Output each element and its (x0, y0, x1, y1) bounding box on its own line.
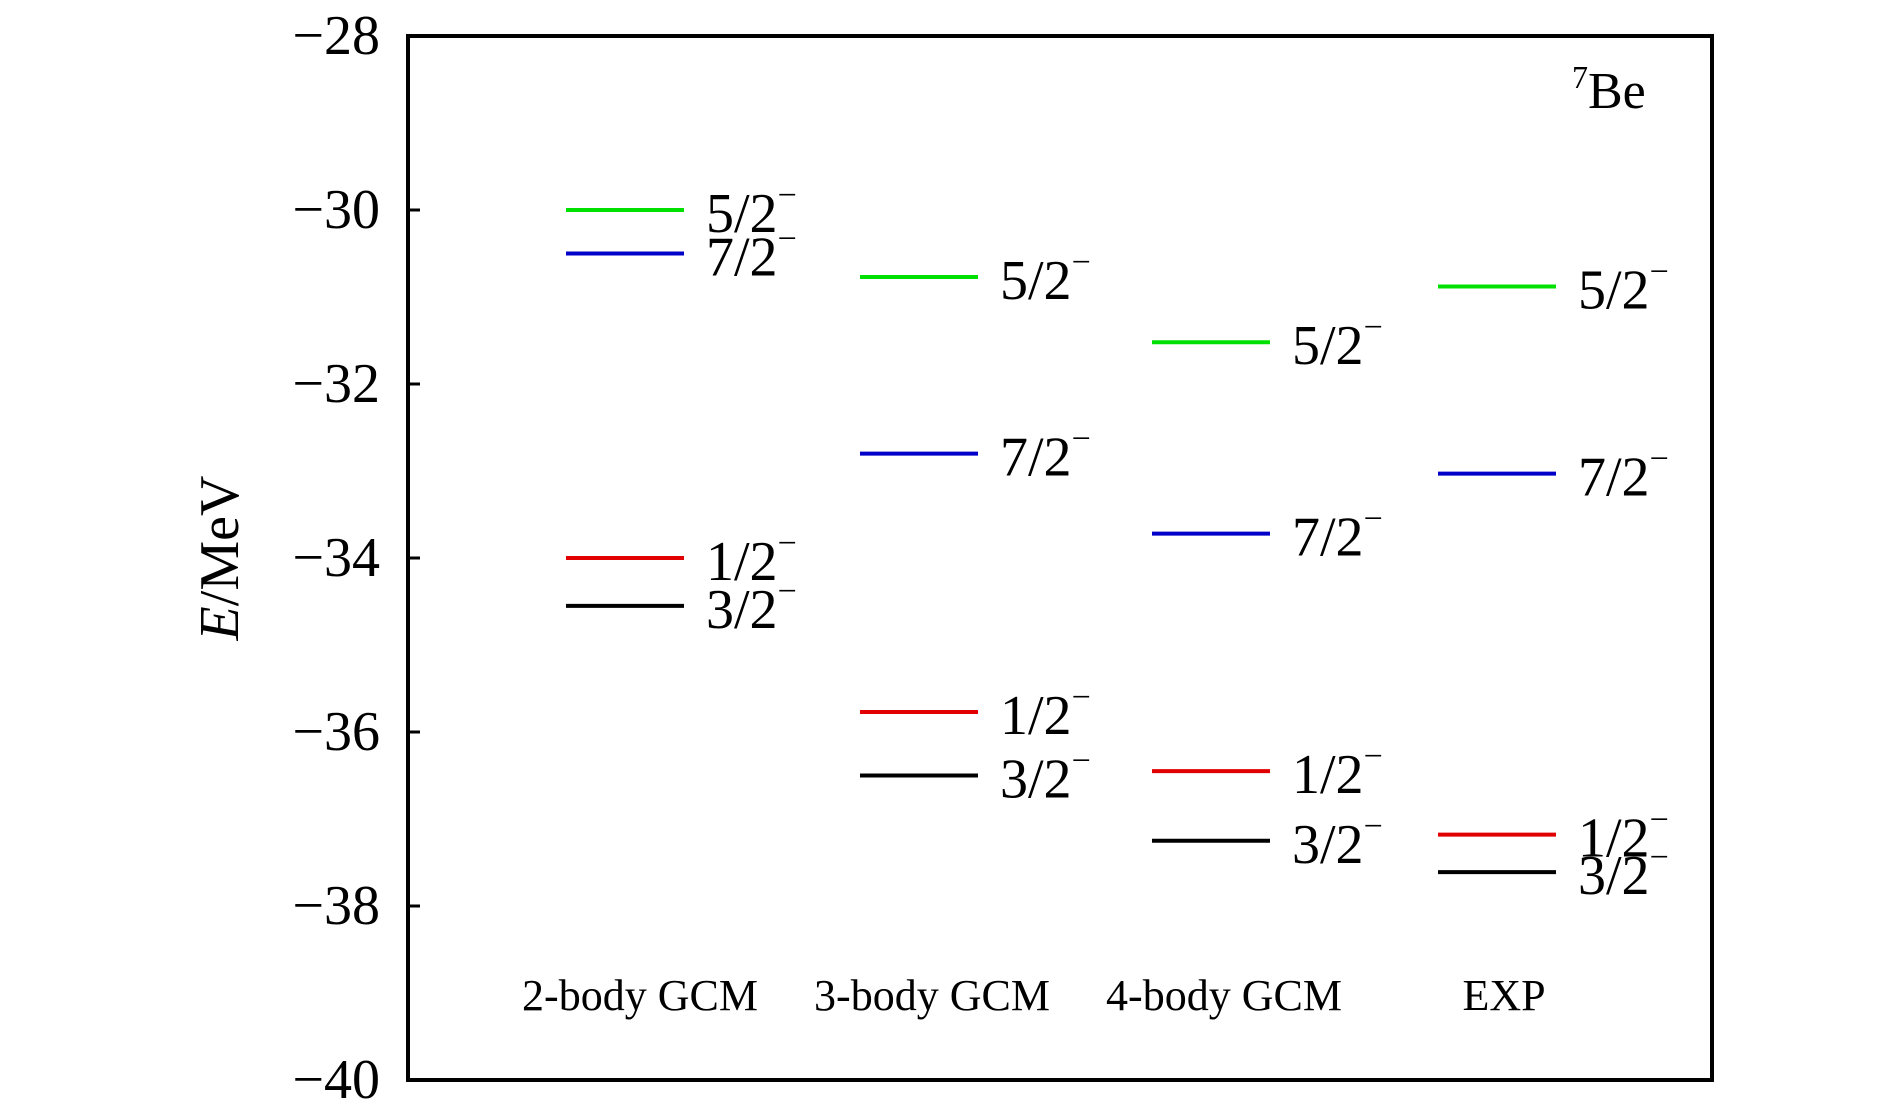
level-parity: − (1650, 254, 1669, 291)
level-spin: 1/2 (1292, 744, 1364, 806)
level-label: 7/2− (1000, 421, 1091, 489)
level-label: 3/2− (706, 573, 797, 641)
nucleus-label: 7Be (1572, 59, 1646, 120)
level-spin: 7/2 (1578, 447, 1650, 509)
level-label: 5/2− (1578, 254, 1669, 322)
level-parity: − (1364, 501, 1383, 538)
level-label: 5/2− (706, 177, 797, 245)
level-spin: 3/2 (706, 579, 778, 641)
level-spin: 7/2 (706, 227, 778, 289)
y-axis-title: E/MeV (189, 476, 251, 642)
element-symbol: Be (1588, 63, 1646, 120)
y-tick-label: −28 (292, 5, 380, 67)
group-label: 4-body GCM (1106, 971, 1342, 1020)
level-parity: − (1364, 309, 1383, 346)
y-tick-label: −36 (292, 701, 380, 763)
level-parity: − (1650, 802, 1669, 839)
mass-number: 7 (1572, 59, 1588, 95)
level-label: 7/2− (1292, 501, 1383, 569)
level-lines: 5/2−7/2−1/2−3/2−5/2−7/2−1/2−3/2−5/2−7/2−… (566, 177, 1669, 907)
level-label: 1/2− (1000, 679, 1091, 747)
y-tick-label: −40 (292, 1049, 380, 1111)
level-label: 3/2− (1578, 839, 1669, 907)
level-spin: 5/2 (706, 183, 778, 245)
y-tick-label: −32 (292, 353, 380, 415)
level-spin: 5/2 (1578, 260, 1650, 322)
group-label: 3-body GCM (814, 971, 1050, 1020)
level-label: 5/2− (1000, 244, 1091, 312)
y-tick-label: −30 (292, 179, 380, 241)
level-label: 3/2− (1000, 743, 1091, 811)
level-parity: − (1650, 839, 1669, 876)
y-tick-label: −34 (292, 527, 380, 589)
level-label: 5/2− (1292, 309, 1383, 377)
y-axis-ticks: −28 −30 −32 −34 −36 −38 −40 (292, 5, 420, 1111)
level-parity: − (1072, 244, 1091, 281)
level-label: 1/2− (1578, 802, 1669, 870)
level-spin: 3/2 (1578, 845, 1650, 907)
level-parity: − (1650, 441, 1669, 478)
level-parity: − (778, 221, 797, 258)
y-axis-title-rest: /MeV (189, 476, 251, 607)
level-label: 1/2− (706, 525, 797, 593)
level-spin: 1/2 (1000, 685, 1072, 747)
group-labels: 2-body GCM 3-body GCM 4-body GCM EXP (522, 971, 1546, 1020)
level-spin: 5/2 (1292, 315, 1364, 377)
level-spin: 3/2 (1292, 814, 1364, 876)
level-spin: 7/2 (1292, 507, 1364, 569)
y-axis-title-italic: E (189, 606, 251, 641)
level-parity: − (778, 525, 797, 562)
level-parity: − (1364, 808, 1383, 845)
level-label: 7/2− (1578, 441, 1669, 509)
level-parity: − (1072, 743, 1091, 780)
level-spin: 1/2 (706, 531, 778, 593)
level-parity: − (1072, 679, 1091, 716)
level-label: 1/2− (1292, 738, 1383, 806)
level-spin: 1/2 (1578, 808, 1650, 870)
level-spin: 7/2 (1000, 427, 1072, 489)
group-label: 2-body GCM (522, 971, 758, 1020)
level-label: 3/2− (1292, 808, 1383, 876)
level-parity: − (778, 177, 797, 214)
level-parity: − (1364, 738, 1383, 775)
y-tick-label: −38 (292, 875, 380, 937)
level-spin: 5/2 (1000, 250, 1072, 312)
level-label: 7/2− (706, 221, 797, 289)
group-label: EXP (1462, 971, 1545, 1020)
level-parity: − (1072, 421, 1091, 458)
level-spin: 3/2 (1000, 749, 1072, 811)
level-parity: − (778, 573, 797, 610)
